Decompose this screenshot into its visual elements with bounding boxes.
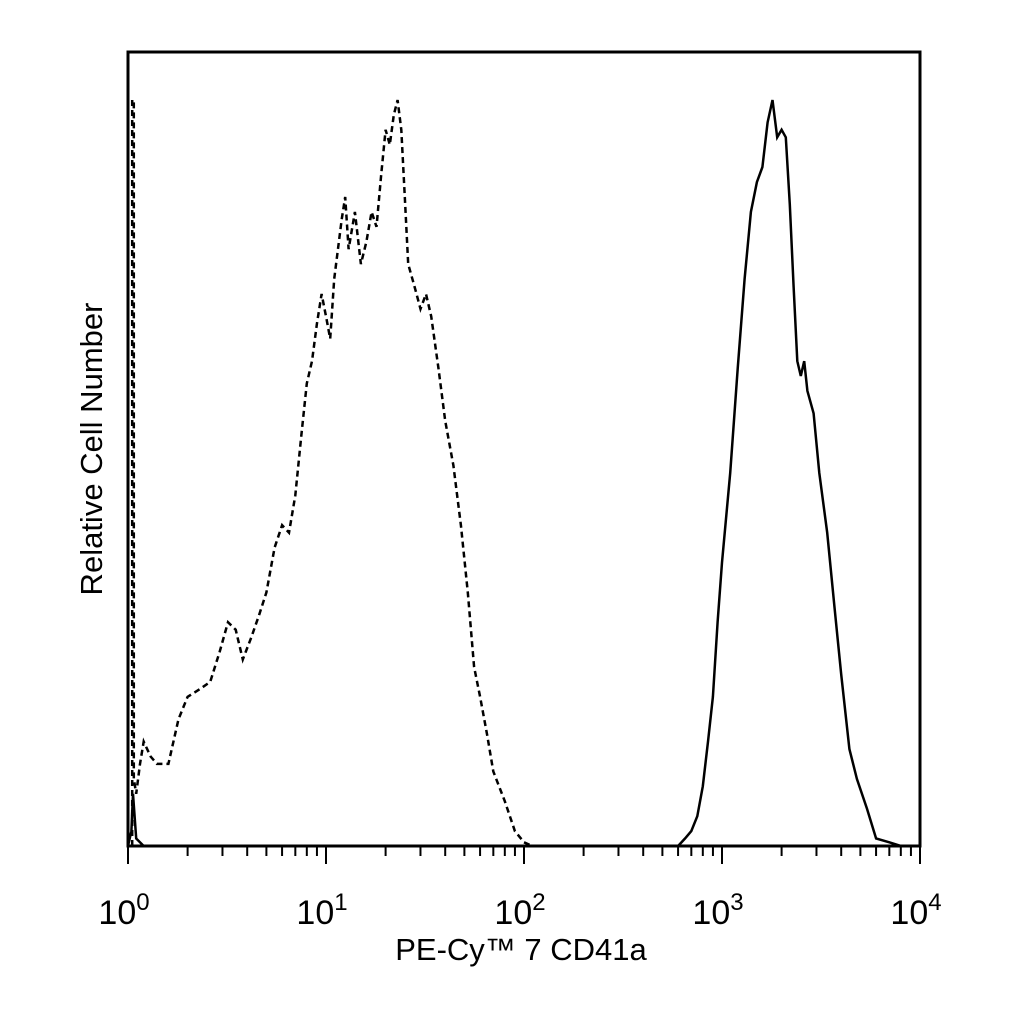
x-tick-label: 104: [890, 889, 941, 932]
x-tick-label: 101: [296, 889, 347, 932]
x-axis-tick-labels: 100 101 102 103 104: [98, 889, 941, 932]
series-solid-curve: [126, 99, 902, 848]
x-axis-title: PE-Cy™ 7 CD41a: [395, 932, 647, 967]
x-axis-ticks: [127, 846, 921, 864]
x-tick-label: 102: [494, 889, 545, 932]
plot-frame: [126, 50, 922, 848]
histogram-curves: [126, 98, 902, 848]
series-dashed-curve: [130, 98, 533, 848]
x-tick-label: 100: [98, 889, 149, 932]
y-axis-title: Relative Cell Number: [74, 303, 109, 596]
x-tick-label: 103: [692, 889, 743, 932]
